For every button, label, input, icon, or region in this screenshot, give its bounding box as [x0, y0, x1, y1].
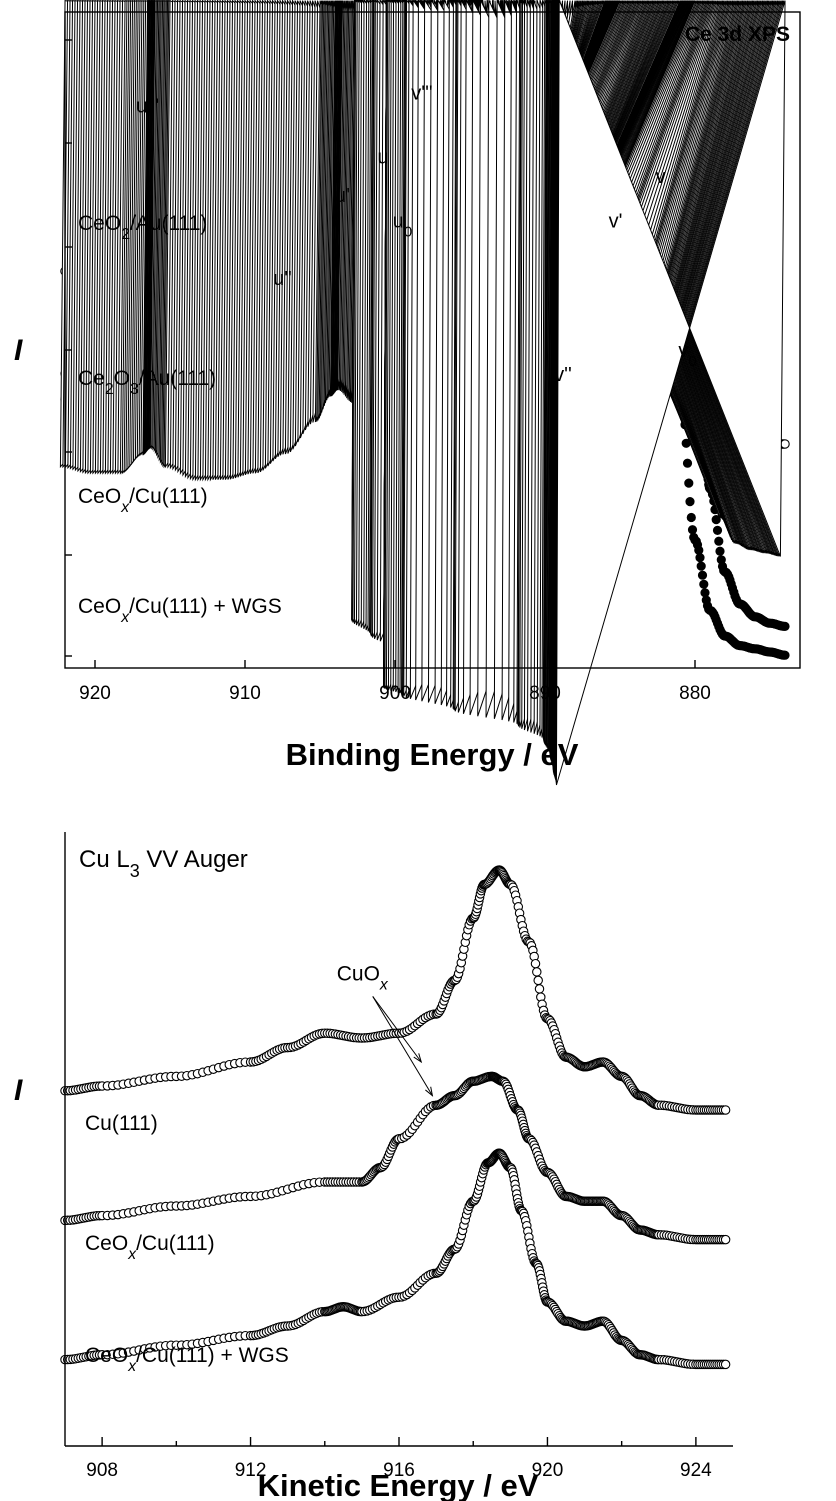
- auger-tick-labels: 908 912 916 920 924: [86, 1460, 712, 1481]
- auger-title: Cu L3 VV Auger: [79, 846, 248, 881]
- xps-axes: [64, 11, 801, 669]
- xps-tick-labels: 920 910 900 890 880: [79, 683, 711, 704]
- data-point: [712, 525, 723, 536]
- x-tick-label: 916: [383, 1460, 415, 1481]
- series-ceox-cu-111-wgs: [59, 0, 786, 786]
- xps-plot-frame: [64, 11, 801, 669]
- auger-panel: 908 912 916 920 924 Cu L3 VV Auger Kinetic En…: [14, 832, 733, 1501]
- xps-panel: 920 910 900 890 880 Ce 3d XPS Binding Energy …: [14, 0, 801, 786]
- data-point: [720, 1359, 731, 1370]
- x-tick-label: 880: [679, 683, 711, 704]
- auger-series-layer: [60, 865, 731, 1370]
- data-point: [532, 967, 542, 977]
- series-ceox-cu-111: [60, 1071, 731, 1245]
- annotation-cuox: CuOx: [337, 962, 389, 993]
- data-point: [696, 561, 706, 571]
- data-point: [685, 496, 695, 507]
- data-point: [715, 546, 725, 556]
- data-point: [533, 975, 543, 986]
- series-label-ce2o3-au-111: Ce2O3/Au(111): [78, 367, 216, 398]
- series-label-ceox-cu-111-wgs: CeOx/Cu(111) + WGS: [85, 1344, 289, 1375]
- auger-axes: [64, 832, 733, 1447]
- x-tick-label: 924: [680, 1460, 712, 1481]
- series-cu-111: [60, 865, 731, 1115]
- xps-x-axis-label: Binding Energy / eV: [286, 737, 579, 772]
- auger-x-axis-label: Kinetic Energy / eV: [258, 1468, 539, 1501]
- data-point: [697, 570, 708, 580]
- data-point: [780, 621, 790, 632]
- data-point: [534, 984, 545, 994]
- peak-label: v0: [678, 340, 696, 370]
- auger-y-axis-label: I: [14, 1074, 23, 1107]
- series-label-cu-111: Cu(111): [85, 1112, 158, 1135]
- data-point: [780, 439, 790, 449]
- x-tick-label: 908: [86, 1460, 118, 1481]
- annotation-arrow: [372, 996, 422, 1063]
- x-tick-label: 900: [379, 683, 411, 704]
- data-point: [687, 525, 698, 535]
- x-tick-label: 890: [529, 683, 561, 704]
- data-point: [780, 650, 790, 660]
- series-label-ceox-cu-111-wgs: CeOx/Cu(111) + WGS: [78, 595, 282, 626]
- peak-label: v: [656, 166, 666, 188]
- peak-label: v''': [411, 83, 432, 105]
- series-label-ceox-cu-111: CeOx/Cu(111): [85, 1232, 215, 1263]
- series-ceox-cu-111-wgs: [60, 1148, 731, 1370]
- x-tick-label: 912: [235, 1460, 267, 1481]
- peak-label: u'': [273, 268, 292, 290]
- xps-text-layer: Ce 3d XPS Binding Energy / eV I CeO2/Au(111…: [14, 23, 790, 772]
- annotation-arrow: [372, 996, 433, 1096]
- peak-label: v'': [554, 364, 572, 386]
- peak-label: u''': [136, 95, 159, 117]
- data-point: [684, 478, 694, 488]
- annotation-arrowhead: [413, 1053, 423, 1064]
- x-tick-label: 910: [229, 683, 261, 704]
- series-label-ceox-cu-111: CeOx/Cu(111): [78, 485, 208, 516]
- data-point: [720, 1105, 731, 1115]
- series-label-ceo2-au-111: CeO2/Au(111): [78, 212, 207, 243]
- data-point: [714, 536, 724, 546]
- annotation-arrowhead: [425, 1086, 434, 1097]
- data-point: [530, 958, 541, 969]
- data-point: [720, 1234, 731, 1245]
- data-point: [555, 0, 786, 786]
- peak-label: u: [377, 147, 388, 169]
- peak-label: v': [609, 211, 623, 233]
- peak-label: u': [335, 185, 350, 207]
- x-tick-label: 920: [532, 1460, 564, 1481]
- data-point: [682, 458, 693, 468]
- peak-label: u0: [393, 211, 412, 241]
- xps-y-axis-label: I: [14, 334, 23, 367]
- data-point: [699, 579, 709, 589]
- data-point: [686, 512, 696, 523]
- data-point: [695, 552, 705, 563]
- xps-series-layer: [59, 0, 790, 786]
- xps-title: Ce 3d XPS: [685, 23, 790, 46]
- data-point: [711, 514, 721, 525]
- x-tick-label: 920: [79, 683, 111, 704]
- auger-text-layer: Cu L3 VV Auger Kinetic Energy / eV I Cu(111…: [14, 846, 539, 1501]
